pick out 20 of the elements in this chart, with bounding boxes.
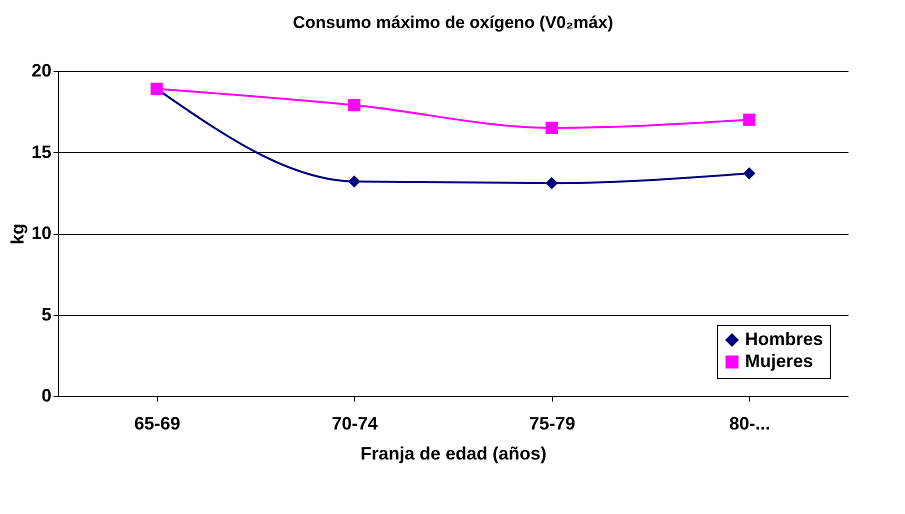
x-tick-label: 70-74 [332,414,378,434]
y-axis-title: kg [7,223,28,245]
point [546,177,558,190]
point [348,99,360,112]
x-axis-title: Franja de edad (años) [360,444,547,464]
point [348,175,360,188]
x-tick-label: 80-... [729,414,770,434]
x-tick-label: 65-69 [134,414,180,434]
y-tick-label: 5 [41,304,52,324]
point [743,167,756,180]
chart-title: Consumo máximo de oxígeno (V0₂máx) [292,13,614,32]
y-tick-label: 20 [31,60,52,80]
point [546,122,558,134]
legend-label: Mujeres [745,351,814,371]
legend-label: Hombres [745,329,824,349]
y-tick-label: 10 [31,223,52,243]
y-tick-label: 0 [41,386,52,406]
point [743,114,756,126]
x-tick-label: 75-79 [529,414,576,434]
y-tick-label: 15 [31,142,52,162]
